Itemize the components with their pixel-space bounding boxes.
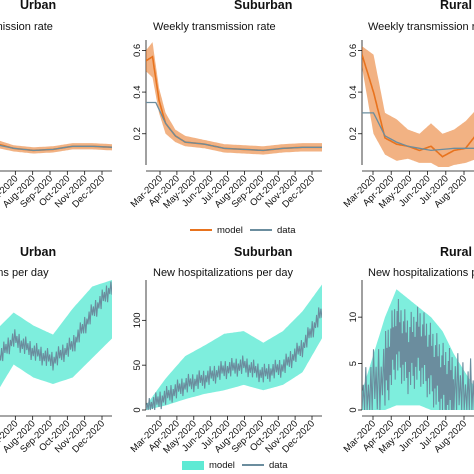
panel-subtitle: New hospitalizations per day (153, 267, 294, 279)
panel-subtitle: Weekly transmission rate (368, 21, 474, 33)
y-tick-label: 5 (348, 361, 359, 366)
legend-label: data (277, 225, 296, 236)
data-line (0, 281, 112, 371)
panel-1: Urbannsmission rate2020Jul-2020Aug-2020S… (0, 0, 112, 210)
model-line (362, 54, 474, 158)
data-line (362, 112, 474, 152)
y-tick-label: 0.2 (132, 127, 143, 140)
data-line (146, 101, 322, 152)
y-tick-label: 0 (132, 407, 143, 412)
panel-2: Suburban Weekly transmission rate 0.2 0.4 0.… (129, 0, 322, 211)
panel-subtitle: talizations per day (0, 267, 49, 279)
plot-area (146, 284, 322, 411)
y-tick-label: 0.4 (348, 85, 359, 98)
legend-label: model (209, 460, 235, 471)
y-tick-label: 0.6 (348, 44, 359, 57)
panel-title: Suburban (234, 245, 292, 259)
panel-subtitle: nsmission rate (0, 21, 53, 33)
panel-5: Suburban New hospitalizations per day 0 50 1… (129, 245, 322, 456)
data-line (362, 298, 474, 411)
y-tick-label: 0.6 (132, 44, 143, 57)
data-line (0, 144, 112, 152)
plot-area (0, 140, 112, 154)
panel-title: Rural (440, 245, 472, 259)
panel-title: Rural (440, 0, 472, 12)
y-tick-label: 10 (348, 312, 359, 323)
y-tick-label: 0.2 (348, 127, 359, 140)
y-tick-label: 50 (132, 360, 143, 371)
legend-2: model data (182, 460, 288, 471)
panel-title: Suburban (234, 0, 292, 12)
panel-4: Urbantalizations per day2020Jul-2020Aug-… (0, 245, 112, 455)
model-band (0, 280, 112, 388)
panel-title: Urban (20, 245, 56, 259)
data-line (146, 307, 322, 411)
y-tick-label: 0.4 (132, 85, 143, 98)
legend-label: model (217, 225, 243, 236)
legend-label: data (269, 460, 288, 471)
plot-area (146, 42, 322, 155)
legend-swatch (182, 461, 204, 470)
model-band (146, 42, 322, 155)
plot-area (0, 280, 112, 388)
plot-area (362, 46, 474, 167)
y-tick-label: 0 (348, 407, 359, 412)
model-band (146, 284, 322, 410)
model-band (362, 46, 474, 167)
panel-subtitle: Weekly transmission rate (153, 21, 276, 33)
y-tick-label: 100 (132, 312, 143, 328)
plot-area (362, 289, 474, 411)
panel-title: Urban (20, 0, 56, 12)
panel-subtitle: New hospitalizations pe (368, 267, 474, 279)
legend-1: model data (190, 225, 296, 236)
